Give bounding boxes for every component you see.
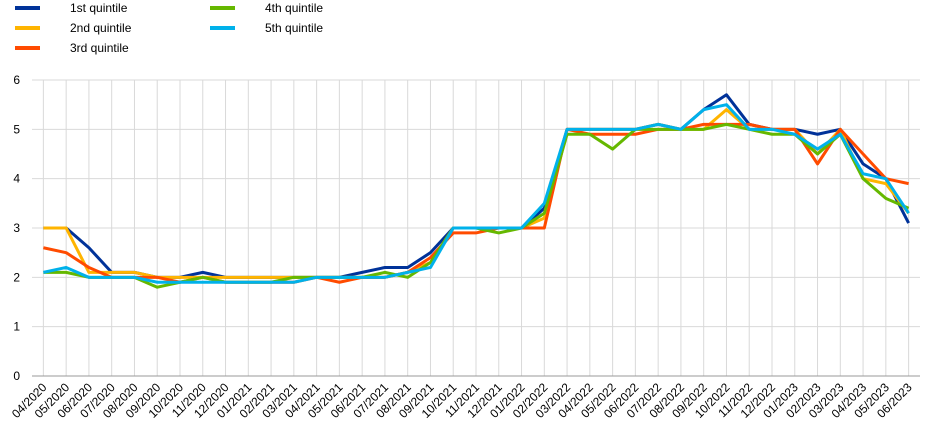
legend-label: 3rd quintile — [70, 41, 129, 55]
y-tick-label: 6 — [13, 73, 20, 87]
legend-label: 4th quintile — [265, 1, 323, 15]
y-tick-label: 1 — [13, 320, 20, 334]
line-series — [43, 103, 910, 284]
legend-label: 1st quintile — [70, 1, 128, 15]
legend-label: 5th quintile — [265, 21, 323, 35]
y-tick-label: 3 — [13, 221, 20, 235]
y-tick-label: 0 — [13, 369, 20, 383]
y-tick-label: 4 — [13, 172, 20, 186]
y-tick-label: 5 — [13, 122, 20, 136]
y-tick-label: 2 — [13, 270, 20, 284]
legend-label: 2nd quintile — [70, 21, 132, 35]
